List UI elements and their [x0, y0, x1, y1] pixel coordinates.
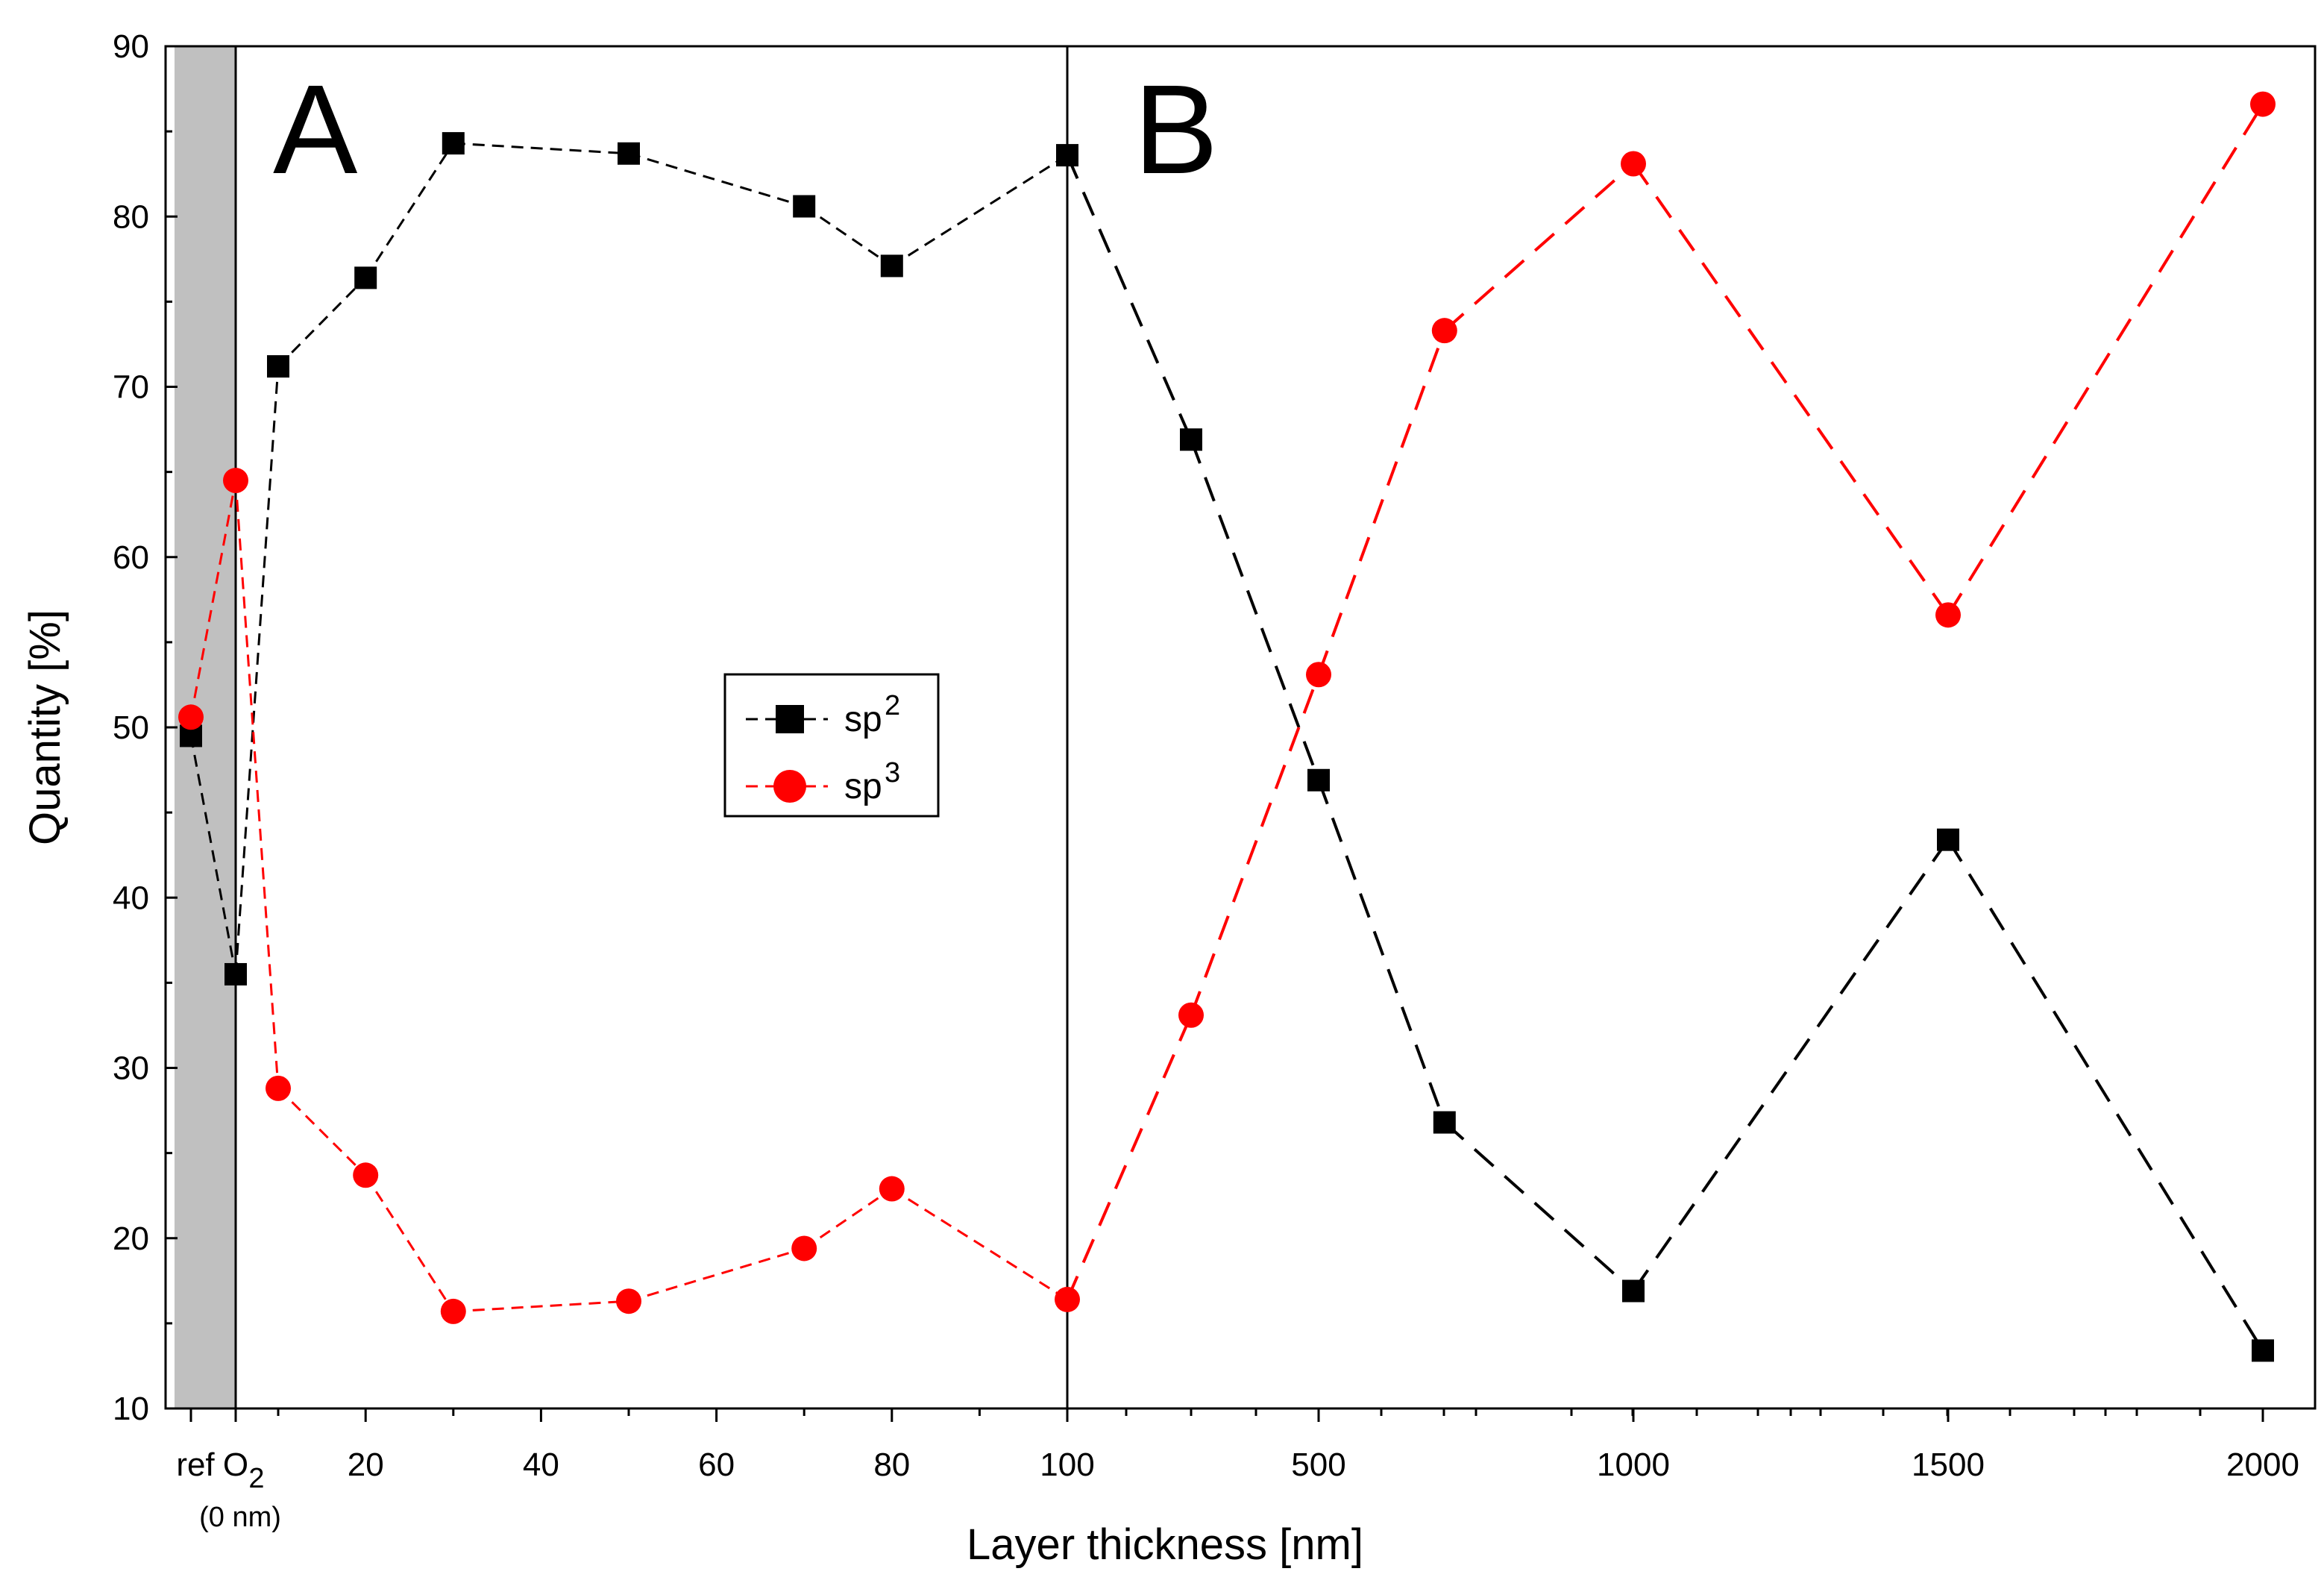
series-line-sp3 [453, 1300, 629, 1313]
series-line-sp3 [891, 1188, 1068, 1301]
data-point-sp2 [1307, 768, 1330, 792]
data-point-sp2 [2252, 1339, 2274, 1362]
series-sp3 [178, 91, 2276, 1324]
series-line-sp2 [891, 154, 1068, 267]
x-tick-label: O [223, 1447, 248, 1483]
legend-marker [773, 770, 806, 803]
legend-box [723, 673, 940, 818]
legend-label: sp [844, 700, 882, 739]
series-line-sp2 [189, 736, 237, 975]
y-tick-label: 60 [113, 539, 149, 576]
y-tick-label: 30 [113, 1050, 149, 1087]
series-line-sp3 [1066, 1014, 1193, 1300]
series-line-sp3 [628, 1247, 805, 1303]
legend-label: sp [844, 767, 882, 806]
x-tick-label: 20 [348, 1447, 384, 1483]
series-line-sp2 [628, 152, 805, 207]
x-tick-label: 80 [873, 1447, 910, 1483]
y-tick-label: 80 [113, 198, 149, 235]
x-tick-label: ref [176, 1447, 215, 1483]
data-point-sp2 [442, 132, 465, 155]
data-point-sp2 [880, 254, 903, 278]
data-point-sp3 [616, 1288, 641, 1314]
series-line-sp3 [1443, 162, 1635, 332]
series-line-sp2 [1947, 839, 2264, 1352]
data-point-sp3 [1935, 602, 1961, 628]
series-line-sp2 [803, 205, 893, 267]
series-line-sp2 [1066, 154, 1193, 441]
data-point-sp3 [1178, 1002, 1204, 1028]
x-tick-label: 1000 [1597, 1447, 1670, 1483]
data-point-sp2 [1056, 144, 1078, 167]
data-point-sp3 [223, 468, 248, 494]
series-line-sp2 [277, 277, 367, 368]
data-point-sp3 [2250, 91, 2276, 117]
x-tick-label: 60 [698, 1447, 735, 1483]
data-point-sp3 [266, 1075, 291, 1101]
series-line-sp2 [453, 142, 629, 155]
x-tick-label: 40 [523, 1447, 559, 1483]
series-line-sp3 [1317, 330, 1446, 675]
series-line-sp2 [1632, 839, 1950, 1292]
series-sp2 [180, 132, 2274, 1362]
y-tick-label: 20 [113, 1220, 149, 1257]
legend-marker [776, 705, 804, 733]
y-tick-label: 40 [113, 880, 149, 916]
data-point-sp2 [1622, 1279, 1645, 1303]
data-point-sp3 [440, 1298, 466, 1324]
data-point-sp2 [793, 195, 816, 218]
data-point-sp2 [1433, 1111, 1456, 1134]
series-line-sp2 [1190, 439, 1320, 781]
data-point-sp2 [267, 355, 289, 378]
data-point-sp3 [178, 704, 204, 730]
series-line-sp2 [234, 366, 280, 975]
data-point-sp3 [1431, 318, 1457, 344]
data-point-sp3 [1055, 1286, 1080, 1312]
panel-label-b: B [1134, 59, 1218, 201]
legend: sp 2sp 3 [723, 673, 940, 818]
series-line-sp2 [1317, 780, 1446, 1123]
data-point-sp2 [224, 962, 247, 985]
y-tick-label: 50 [113, 709, 149, 746]
x-tick-label-subscript: 2 [248, 1463, 264, 1494]
y-tick-label: 70 [113, 369, 149, 406]
series-line-sp2 [1443, 1121, 1635, 1292]
data-point-sp2 [1937, 828, 1959, 851]
legend-superscript: 3 [885, 757, 900, 789]
series-line-sp3 [1632, 163, 1950, 616]
data-point-sp3 [353, 1162, 379, 1188]
plot-frame [164, 45, 2317, 1410]
y-tick-label: 90 [113, 28, 149, 65]
data-point-sp3 [791, 1235, 817, 1262]
data-point-sp3 [1621, 151, 1646, 177]
series-line-sp3 [277, 1087, 367, 1176]
series-line-sp3 [1947, 103, 2264, 616]
y-tick-label: 10 [113, 1391, 149, 1427]
series-line-sp3 [1190, 674, 1320, 1016]
series-line-sp3 [189, 480, 237, 718]
x-tick-label: 1500 [1912, 1447, 1985, 1483]
series-line-sp3 [803, 1188, 893, 1250]
x-axis-title: Layer thickness [nm] [967, 1520, 1363, 1569]
data-point-sp2 [618, 142, 640, 165]
legend-superscript: 2 [885, 690, 900, 721]
panel-label-a: A [273, 59, 358, 201]
data-point-sp3 [1306, 662, 1331, 688]
data-point-sp3 [879, 1176, 905, 1202]
series-line-sp3 [364, 1174, 455, 1312]
data-point-sp2 [1180, 428, 1202, 451]
y-axis-title: Quantity [%] [21, 609, 69, 845]
series-line-sp2 [364, 142, 455, 279]
data-point-sp2 [354, 266, 377, 289]
x-tick-label: 2000 [2226, 1447, 2299, 1483]
x-tick-label-note: (0 nm) [199, 1502, 281, 1533]
x-tick-label: 100 [1040, 1447, 1094, 1483]
series-line-sp3 [234, 480, 280, 1088]
x-tick-label: 500 [1291, 1447, 1345, 1483]
